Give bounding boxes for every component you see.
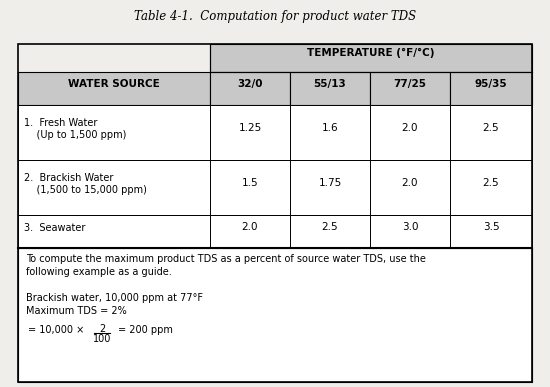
Bar bbox=[18, 44, 210, 72]
Bar bbox=[210, 215, 290, 248]
Bar bbox=[210, 105, 290, 160]
Bar bbox=[370, 105, 450, 160]
Bar bbox=[290, 105, 370, 160]
Text: TEMPERATURE (°F/°C): TEMPERATURE (°F/°C) bbox=[307, 48, 435, 58]
Bar bbox=[18, 72, 210, 105]
Bar bbox=[450, 160, 532, 215]
Bar bbox=[18, 248, 532, 382]
Text: 1.5: 1.5 bbox=[241, 178, 258, 188]
Bar bbox=[290, 215, 370, 248]
Text: = 200 ppm: = 200 ppm bbox=[118, 325, 173, 335]
Text: 2.  Brackish Water
    (1,500 to 15,000 ppm): 2. Brackish Water (1,500 to 15,000 ppm) bbox=[24, 173, 147, 195]
Text: 1.6: 1.6 bbox=[322, 123, 338, 133]
Text: Table 4-1.  Computation for product water TDS: Table 4-1. Computation for product water… bbox=[134, 10, 416, 23]
Bar bbox=[450, 105, 532, 160]
Text: 2.5: 2.5 bbox=[483, 123, 499, 133]
Text: 2.0: 2.0 bbox=[402, 123, 418, 133]
Text: 3.0: 3.0 bbox=[402, 222, 418, 232]
Bar bbox=[290, 160, 370, 215]
Bar bbox=[450, 215, 532, 248]
Bar bbox=[18, 105, 210, 160]
Text: 2.5: 2.5 bbox=[322, 222, 338, 232]
Text: To compute the maximum product TDS as a percent of source water TDS, use the: To compute the maximum product TDS as a … bbox=[26, 254, 426, 264]
Bar bbox=[290, 72, 370, 105]
Bar bbox=[370, 72, 450, 105]
Text: 100: 100 bbox=[93, 334, 111, 344]
Text: following example as a guide.: following example as a guide. bbox=[26, 267, 172, 277]
Text: 77/25: 77/25 bbox=[393, 79, 426, 89]
Text: 2.0: 2.0 bbox=[242, 222, 258, 232]
Text: = 10,000 ×: = 10,000 × bbox=[28, 325, 84, 335]
Text: 2.5: 2.5 bbox=[483, 178, 499, 188]
Bar bbox=[450, 72, 532, 105]
Text: 1.  Fresh Water
    (Up to 1,500 ppm): 1. Fresh Water (Up to 1,500 ppm) bbox=[24, 118, 126, 140]
Text: 3.5: 3.5 bbox=[483, 222, 499, 232]
Text: Maximum TDS = 2%: Maximum TDS = 2% bbox=[26, 306, 126, 316]
Bar bbox=[370, 215, 450, 248]
Text: Brackish water, 10,000 ppm at 77°F: Brackish water, 10,000 ppm at 77°F bbox=[26, 293, 203, 303]
Bar bbox=[210, 44, 532, 72]
Text: 1.25: 1.25 bbox=[238, 123, 262, 133]
Bar bbox=[18, 160, 210, 215]
Text: 3.  Seawater: 3. Seawater bbox=[24, 223, 85, 233]
Text: 95/35: 95/35 bbox=[475, 79, 507, 89]
Text: 1.75: 1.75 bbox=[318, 178, 342, 188]
Text: 55/13: 55/13 bbox=[314, 79, 346, 89]
Text: 2: 2 bbox=[99, 324, 105, 334]
Bar bbox=[18, 44, 532, 382]
Bar bbox=[370, 160, 450, 215]
Text: 2.0: 2.0 bbox=[402, 178, 418, 188]
Text: 32/0: 32/0 bbox=[237, 79, 263, 89]
Text: WATER SOURCE: WATER SOURCE bbox=[68, 79, 160, 89]
Bar bbox=[18, 215, 210, 248]
Bar bbox=[210, 160, 290, 215]
Bar bbox=[210, 72, 290, 105]
